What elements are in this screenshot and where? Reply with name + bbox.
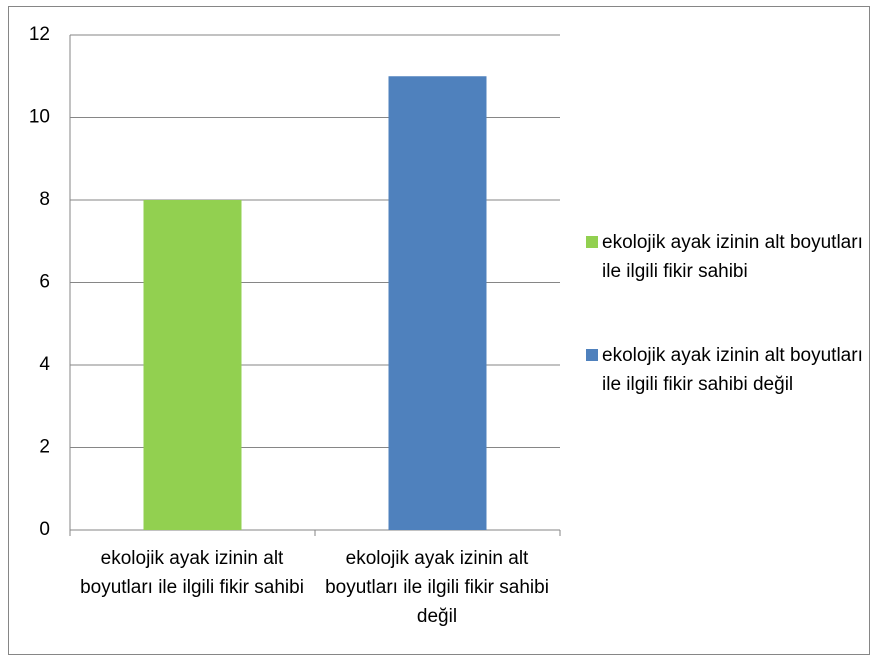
- y-tick-label: 10: [29, 107, 50, 128]
- y-tick-label: 12: [29, 24, 50, 45]
- legend-label: ekolojik ayak izinin alt boyutları ile i…: [602, 232, 863, 282]
- y-tick-label: 8: [39, 189, 50, 210]
- x-tick-label: ekolojik ayak izinin alt boyutları ile i…: [80, 548, 304, 598]
- x-tick-label: ekolojik ayak izinin alt boyutları ile i…: [325, 548, 549, 627]
- y-tick-label: 0: [39, 519, 50, 540]
- legend-item: ekolojik ayak izinin alt boyutları ile i…: [586, 228, 864, 286]
- legend-swatch: [586, 236, 598, 248]
- y-tick-label: 2: [39, 437, 50, 458]
- y-tick-label: 4: [39, 354, 50, 375]
- legend-swatch: [586, 349, 598, 361]
- legend-label: ekolojik ayak izinin alt boyutları ile i…: [602, 345, 863, 395]
- legend-item: ekolojik ayak izinin alt boyutları ile i…: [586, 341, 864, 399]
- bar: [388, 76, 487, 530]
- bar: [143, 200, 242, 530]
- y-tick-label: 6: [39, 272, 50, 293]
